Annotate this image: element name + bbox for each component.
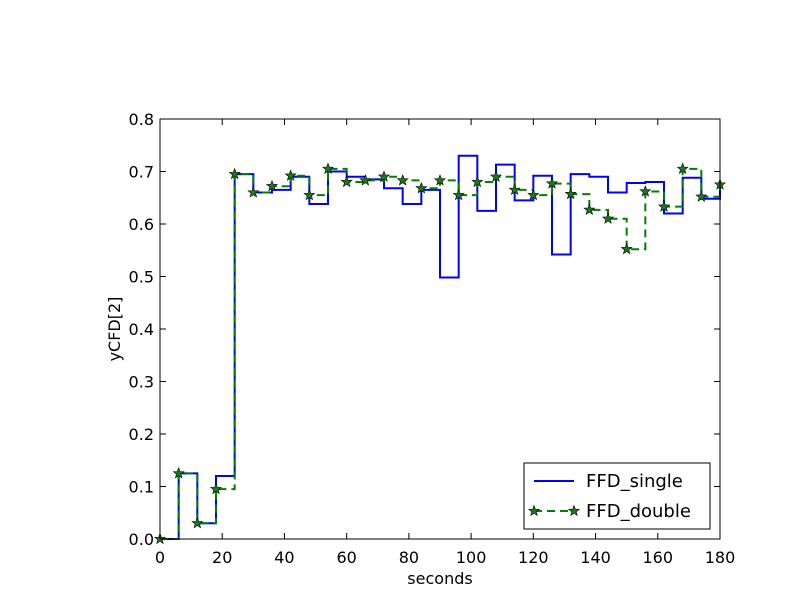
data-point-ffd-double bbox=[265, 179, 279, 192]
y-tick-label: 0.7 bbox=[129, 163, 154, 182]
data-point-ffd-double bbox=[415, 181, 428, 194]
y-tick-label: 0.5 bbox=[129, 268, 154, 287]
data-point-ffd-double bbox=[601, 212, 615, 224]
x-tick-label: 60 bbox=[336, 548, 356, 567]
legend-marker-star bbox=[567, 504, 581, 517]
x-tick-label: 140 bbox=[580, 548, 611, 567]
x-tick-label: 80 bbox=[399, 548, 419, 567]
data-point-ffd-double bbox=[676, 162, 689, 175]
data-point-ffd-double bbox=[321, 162, 335, 175]
data-point-ffd-double bbox=[172, 467, 185, 479]
data-point-ffd-double bbox=[284, 169, 297, 181]
legend-markers bbox=[527, 504, 581, 517]
data-point-ffd-double bbox=[545, 177, 559, 189]
y-tick-label: 0.4 bbox=[129, 320, 154, 339]
y-tick-label: 0.3 bbox=[129, 373, 154, 392]
legend: FFD_single FFD_double bbox=[523, 462, 711, 530]
data-point-ffd-double bbox=[247, 186, 260, 198]
data-point-ffd-double bbox=[209, 482, 223, 495]
x-tick-label: 100 bbox=[456, 548, 487, 567]
data-point-ffd-double bbox=[489, 170, 503, 182]
x-tick-label: 40 bbox=[274, 548, 294, 567]
x-tick-label: 120 bbox=[518, 548, 549, 567]
data-point-ffd-double bbox=[657, 200, 671, 212]
y-tick-label: 0.2 bbox=[129, 425, 154, 444]
data-point-ffd-double bbox=[527, 188, 540, 201]
y-tick-label: 0.1 bbox=[129, 478, 154, 497]
data-point-ffd-double bbox=[508, 183, 521, 196]
x-tick-label: 160 bbox=[643, 548, 674, 567]
y-axis-label: yCFD[2] bbox=[105, 297, 124, 362]
data-point-ffd-double bbox=[471, 175, 484, 188]
legend-box bbox=[523, 462, 711, 530]
data-point-ffd-double bbox=[620, 242, 633, 255]
y-tick-label: 0.8 bbox=[129, 110, 154, 129]
y-tick-label: 0.6 bbox=[129, 215, 154, 234]
data-point-ffd-double bbox=[396, 174, 409, 186]
legend-marker-star bbox=[527, 504, 541, 517]
data-point-ffd-double bbox=[340, 175, 353, 188]
data-point-ffd-double bbox=[191, 516, 204, 529]
legend-label-ffd-double: FFD_double bbox=[586, 501, 691, 522]
data-point-ffd-double bbox=[564, 187, 577, 200]
x-axis-label: seconds bbox=[407, 569, 472, 588]
data-point-ffd-double bbox=[359, 174, 372, 186]
data-point-ffd-double bbox=[583, 203, 596, 215]
data-point-ffd-double bbox=[228, 167, 241, 180]
data-point-ffd-double bbox=[695, 190, 708, 202]
x-tick-label: 20 bbox=[212, 548, 232, 567]
data-point-ffd-double bbox=[452, 188, 465, 201]
data-point-ffd-double bbox=[433, 174, 447, 186]
legend-label-ffd-single: FFD_single bbox=[586, 471, 683, 492]
x-tick-label: 0 bbox=[155, 548, 165, 567]
y-tick-label: 0.0 bbox=[129, 530, 154, 549]
x-tick-label: 180 bbox=[705, 548, 736, 567]
data-point-ffd-double bbox=[303, 188, 316, 201]
ticks-layer: 0 20 40 60 80 100 120 140 160 180 0.0 0.1 0.2 0.3 0.4 0… bbox=[129, 110, 736, 567]
data-point-ffd-double bbox=[639, 185, 652, 197]
data-point-ffd-double bbox=[377, 170, 391, 182]
